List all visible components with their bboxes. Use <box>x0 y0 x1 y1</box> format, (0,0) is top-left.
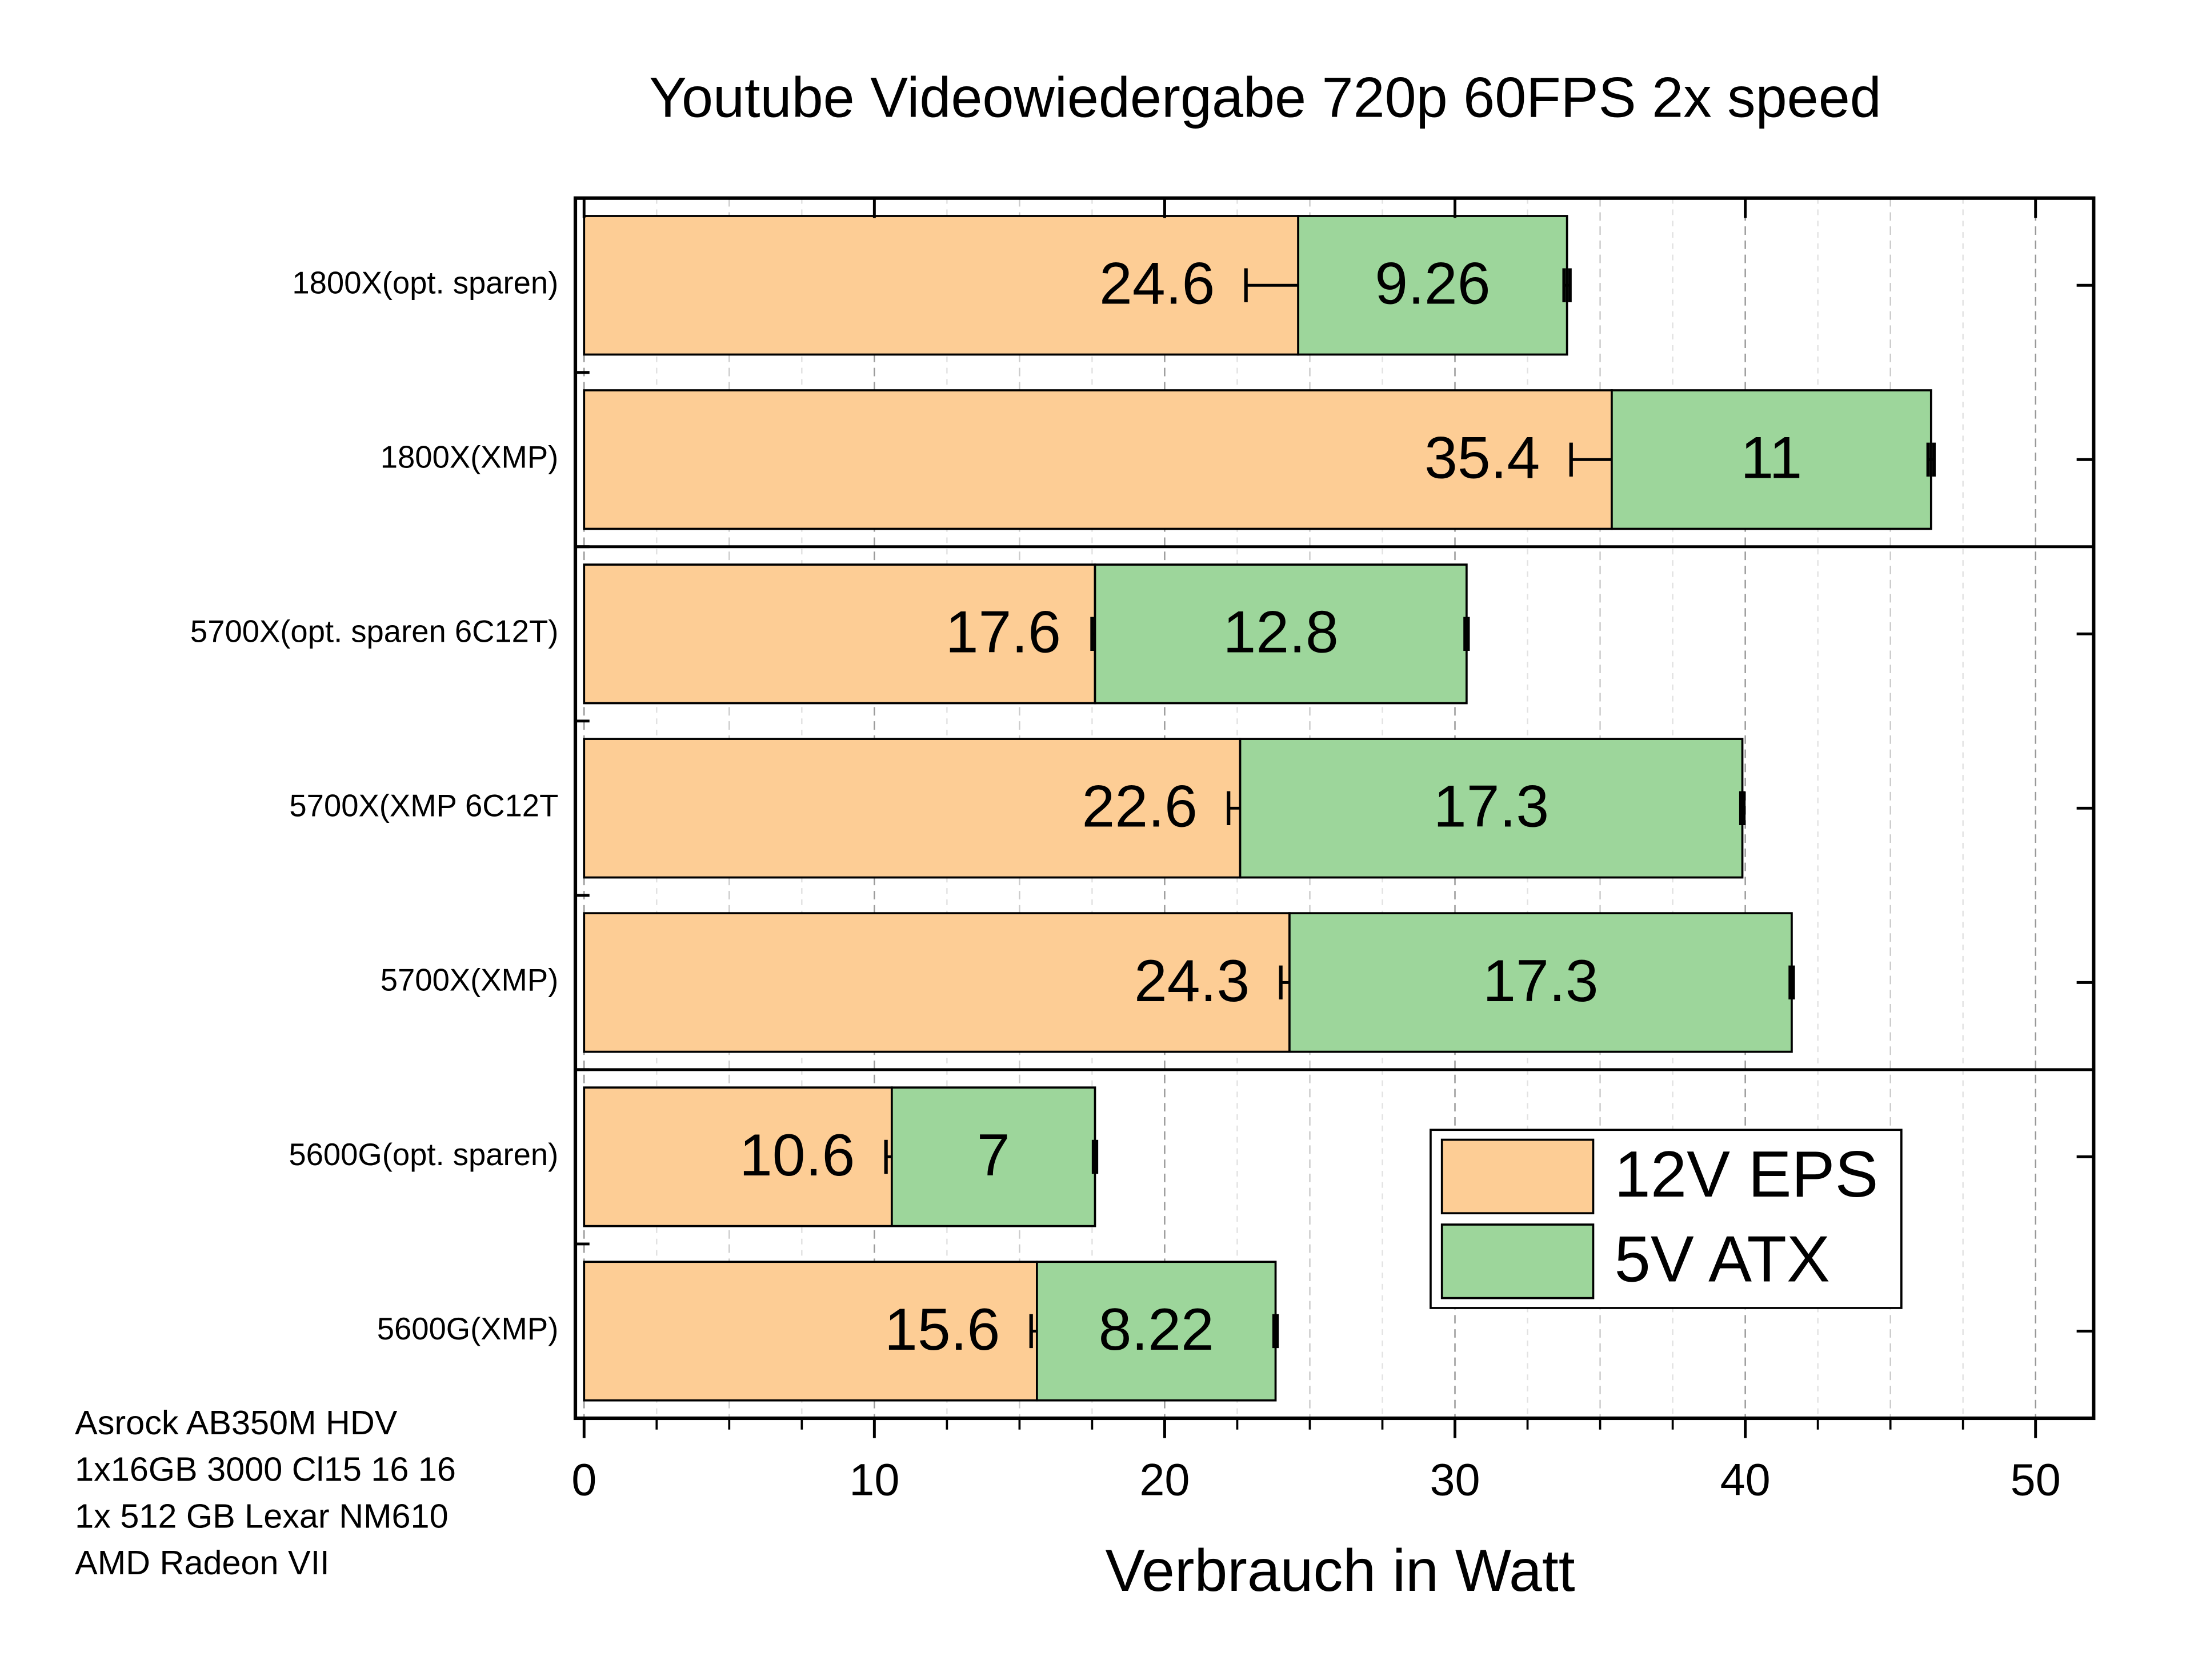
x-tick-label: 10 <box>849 1454 899 1505</box>
bar <box>583 912 1291 1053</box>
bar <box>583 1261 1038 1402</box>
y-tick-label: 5600G(XMP) <box>377 1311 559 1346</box>
value-label: 24.6 <box>1099 251 1215 317</box>
error-bar <box>1926 442 1936 477</box>
value-label: 15.6 <box>884 1297 1000 1363</box>
bar <box>583 215 1300 356</box>
bar <box>1297 215 1568 356</box>
bar <box>1288 912 1793 1053</box>
annotation: 1x 512 GB Lexar NM610 <box>75 1497 448 1535</box>
value-label: 7 <box>977 1122 1010 1189</box>
error-bar <box>1272 1314 1279 1349</box>
bar <box>583 389 1613 530</box>
x-tick-label: 0 <box>571 1454 596 1505</box>
y-tick-label: 5700X(XMP 6C12T <box>289 789 558 823</box>
bar <box>583 738 1242 879</box>
y-tick-label: 5600G(opt. sparen) <box>289 1137 558 1172</box>
value-label: 17.3 <box>1434 774 1549 840</box>
x-axis-label: Verbrauch in Watt <box>1106 1538 1575 1604</box>
annotation: Asrock AB350M HDV <box>75 1403 398 1442</box>
bar <box>583 563 1096 705</box>
error-bar <box>1562 268 1572 302</box>
y-tick-label: 1800X(XMP) <box>381 440 559 475</box>
value-label: 12.8 <box>1223 599 1339 666</box>
y-tick-label: 5700X(XMP) <box>381 963 559 998</box>
error-bar <box>1463 617 1470 651</box>
value-label: 35.4 <box>1424 425 1540 491</box>
y-tick-label: 1800X(opt. sparen) <box>292 266 558 301</box>
y-tick-label: 5700X(opt. sparen 6C12T) <box>190 614 558 649</box>
legend: 12V EPS 5V ATX <box>1430 1129 1903 1309</box>
value-label: 24.3 <box>1134 948 1250 1014</box>
bar <box>1611 389 1932 530</box>
x-tick-label: 20 <box>1139 1454 1190 1505</box>
x-tick-label: 50 <box>2011 1454 2061 1505</box>
bar <box>1094 563 1468 705</box>
chart-title: Youtube Videowiedergabe 720p 60FPS 2x sp… <box>649 66 1881 129</box>
value-label: 22.6 <box>1082 774 1198 840</box>
bar <box>890 1086 1096 1227</box>
x-tick-label: 30 <box>1430 1454 1480 1505</box>
legend-label: 12V EPS <box>1615 1138 1879 1211</box>
bar <box>1036 1261 1277 1402</box>
error-bar <box>1739 791 1746 826</box>
annotation: 1x16GB 3000 Cl15 16 16 <box>75 1450 456 1489</box>
legend-swatch <box>1440 1138 1595 1215</box>
legend-label: 5V ATX <box>1615 1223 1830 1295</box>
value-label: 17.6 <box>946 599 1061 666</box>
value-label: 8.22 <box>1099 1297 1214 1363</box>
value-label: 17.3 <box>1483 948 1598 1014</box>
value-label: 9.26 <box>1375 251 1490 317</box>
value-label: 10.6 <box>739 1122 855 1189</box>
error-bar <box>1091 1139 1099 1174</box>
error-bar <box>1788 965 1795 1000</box>
legend-swatch <box>1440 1223 1595 1299</box>
x-tick-label: 40 <box>1720 1454 1771 1505</box>
annotation: AMD Radeon VII <box>75 1543 330 1582</box>
plot-frame <box>573 196 2096 1421</box>
bar <box>583 1086 893 1227</box>
value-label: 11 <box>1740 425 1802 491</box>
